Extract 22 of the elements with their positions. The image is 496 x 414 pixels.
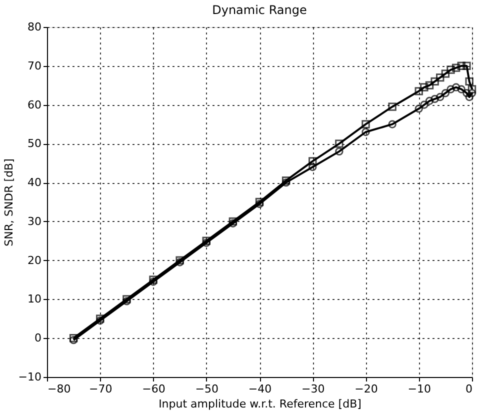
x-axis-title: Input amplitude w.r.t. Reference [dB] <box>158 398 362 410</box>
x-tick-label: −60 <box>142 382 166 396</box>
x-tick-label: 0 <box>466 382 472 396</box>
x-tick-label: −30 <box>302 382 325 396</box>
y-tick-label: 60 <box>28 98 42 112</box>
chart-title: Dynamic Range <box>212 3 307 17</box>
x-tick-label: −40 <box>248 382 272 396</box>
y-tick-label: 50 <box>28 137 42 150</box>
y-tick-label: 40 <box>28 176 42 190</box>
x-tick-label: −70 <box>89 382 112 396</box>
x-tick-label: −50 <box>195 382 218 396</box>
y-tick-label: 30 <box>28 214 42 228</box>
y-tick-label: −10 <box>18 370 42 384</box>
y-tick-label: 0 <box>34 332 42 345</box>
y-tick-label: 80 <box>28 20 42 34</box>
x-tick-label: −80 <box>48 382 71 396</box>
x-tick-label: −20 <box>354 382 378 396</box>
y-axis-title: SNR, SNDR [dB] <box>2 158 16 246</box>
y-tick-label: 70 <box>28 59 42 72</box>
y-tick-label: 10 <box>28 292 42 306</box>
x-tick-label: −10 <box>408 382 431 396</box>
y-tick-label: 20 <box>28 254 42 267</box>
